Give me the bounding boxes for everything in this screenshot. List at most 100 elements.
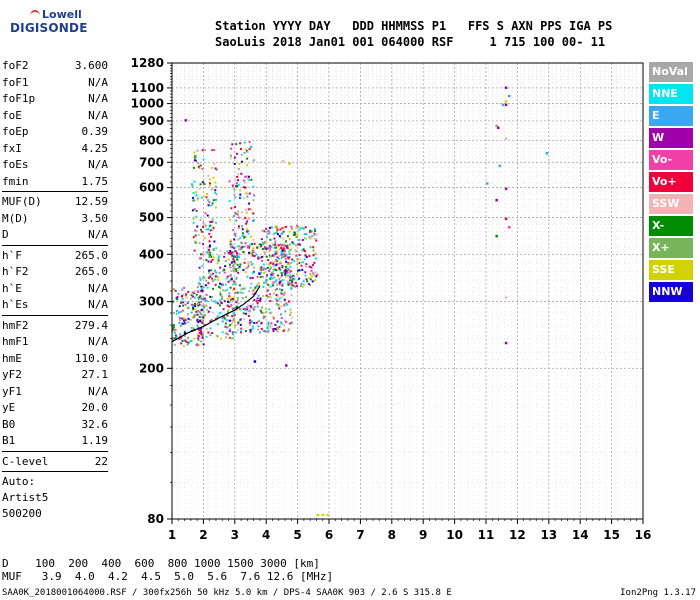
echo-point [244, 175, 247, 178]
echo-point [219, 293, 222, 296]
echo-point [187, 290, 190, 293]
param-value: 3.50 [81, 211, 109, 225]
echo-point [250, 146, 253, 149]
echo-point [233, 280, 236, 283]
echo-point [297, 226, 300, 229]
x-tick-label: 2 [199, 528, 207, 542]
distance-muf-table: D 100 200 400 600 800 1000 1500 3000 [km… [2, 557, 333, 583]
echo-point [296, 283, 299, 286]
echo-point [507, 226, 511, 229]
echo-point [279, 276, 282, 279]
echo-point [212, 256, 215, 259]
echo-point [250, 208, 253, 211]
echo-point [230, 147, 233, 150]
echo-point [232, 283, 235, 286]
header-labels: Station YYYY DAY DDD HHMMSS P1 FFS S AXN… [215, 19, 613, 33]
echo-point [265, 275, 268, 278]
echo-point [195, 194, 198, 197]
echo-point [274, 231, 277, 234]
echo-point [280, 291, 283, 294]
echo-point [197, 309, 200, 312]
echo-point [200, 253, 203, 256]
echo-point [288, 250, 291, 253]
echo-point [250, 242, 253, 245]
echo-point [257, 328, 260, 331]
echo-point [305, 255, 308, 258]
echo-point [239, 291, 242, 294]
echo-point [210, 235, 213, 238]
echo-point [267, 330, 270, 333]
echo-point [289, 313, 292, 316]
echo-point [288, 322, 291, 325]
echo-point [253, 254, 256, 257]
echo-point [247, 265, 250, 268]
echo-point [252, 219, 255, 222]
echo-point [230, 255, 233, 258]
echo-point [201, 304, 204, 307]
echo-point [232, 331, 235, 334]
echo-point [226, 297, 229, 300]
echo-point [198, 266, 201, 269]
echo-point [262, 312, 265, 315]
echo-point [236, 305, 239, 308]
echo-point [201, 333, 204, 336]
echo-point [192, 199, 195, 202]
param-divider [2, 191, 108, 192]
echo-point [208, 178, 211, 181]
echo-point [186, 343, 189, 346]
legend-entry: Vo+ [649, 172, 693, 192]
echo-point [172, 311, 175, 314]
echo-point [270, 322, 273, 325]
echo-point [229, 249, 232, 252]
echo-point [197, 296, 200, 299]
logo-digisonde: DIGISONDE [10, 21, 88, 35]
echo-point [261, 259, 264, 262]
echo-point [298, 228, 301, 231]
echo-point [285, 302, 288, 305]
echo-point [243, 151, 246, 154]
legend-entry: NNW [649, 282, 693, 302]
echo-point [241, 211, 244, 214]
echo-point [309, 273, 312, 276]
echo-point [200, 333, 203, 336]
echo-point [286, 269, 289, 272]
echo-point [273, 327, 276, 330]
echo-point [237, 216, 240, 219]
echo-point [209, 224, 212, 227]
echo-point [199, 278, 202, 281]
scaled-parameters-panel: foF2 3.600 foF1 N/A foF1p N/A foE N/A foEp 0.39 fx… [2, 58, 108, 522]
echo-point [172, 328, 175, 331]
echo-point [230, 278, 233, 281]
header-values: SaoLuis 2018 Jan01 001 064000 RSF 1 715 … [215, 35, 606, 49]
echo-point [197, 301, 200, 304]
echo-point [252, 270, 255, 273]
param-value: 0.39 [81, 125, 109, 138]
echo-point [194, 229, 197, 232]
echo-point [273, 246, 276, 249]
param-row: h`Es N/A [2, 297, 108, 314]
echo-point [315, 233, 318, 236]
echo-point [276, 233, 279, 236]
echo-point [283, 269, 286, 272]
echo-point [178, 305, 181, 308]
echo-point [194, 240, 197, 243]
echo-point [236, 213, 239, 216]
echo-point [304, 237, 307, 240]
echo-point [247, 263, 250, 266]
echo-point [287, 283, 290, 286]
echo-point [264, 247, 267, 250]
y-tick-label: 80 [147, 512, 164, 526]
echo-point [216, 262, 219, 265]
echo-point [201, 264, 204, 267]
echo-point [291, 258, 294, 261]
echo-point [180, 336, 183, 339]
echo-point [292, 242, 295, 245]
param-label: yF2 [2, 368, 22, 381]
echo-point [545, 152, 549, 155]
echo-point [287, 281, 290, 284]
echo-point [261, 306, 264, 309]
echo-point [252, 251, 255, 254]
echo-point [294, 281, 297, 284]
echo-point [200, 196, 203, 199]
echo-point [216, 302, 219, 305]
